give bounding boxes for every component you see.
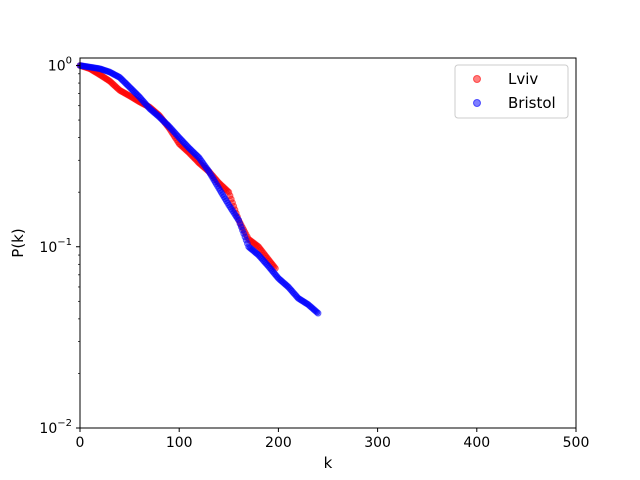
y-axis-label: P(k) xyxy=(9,228,27,257)
legend: Lviv Bristol xyxy=(454,64,569,119)
x-tick-label: 100 xyxy=(166,435,193,451)
x-axis-label: k xyxy=(324,454,333,472)
legend-marker-bristol xyxy=(473,99,481,107)
plot-points xyxy=(76,62,322,317)
y-tick-label: 100 xyxy=(48,56,72,75)
data-point xyxy=(314,309,322,317)
y-axis: 100 10−1 10−2 xyxy=(39,56,80,437)
y-tick-label: 10−2 xyxy=(39,418,72,437)
x-tick-label: 200 xyxy=(265,435,292,451)
x-tick-label: 400 xyxy=(463,435,490,451)
legend-box xyxy=(454,64,569,119)
x-tick-label: 0 xyxy=(76,435,85,451)
x-tick-label: 500 xyxy=(563,435,590,451)
legend-label-lviv: Lviv xyxy=(508,70,538,88)
plot-frame xyxy=(79,57,577,429)
y-tick-label: 10−1 xyxy=(39,237,72,256)
series-bristol xyxy=(76,62,322,317)
x-axis: 0 100 200 300 400 500 xyxy=(76,428,590,451)
legend-label-bristol: Bristol xyxy=(508,94,556,112)
x-tick-label: 300 xyxy=(364,435,391,451)
legend-marker-lviv xyxy=(473,75,481,83)
